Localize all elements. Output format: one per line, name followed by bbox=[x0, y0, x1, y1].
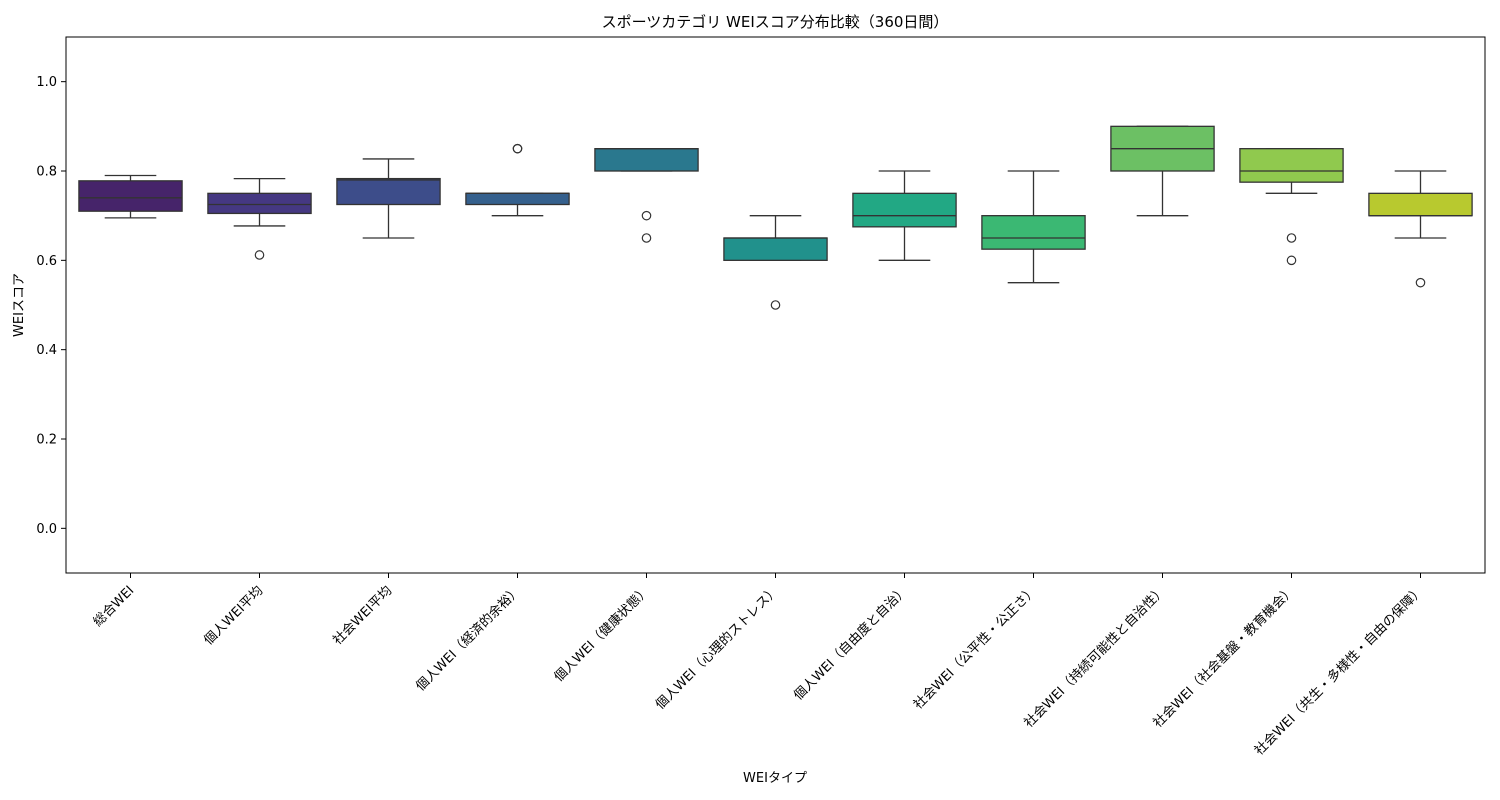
y-tick-label: 0.6 bbox=[36, 254, 57, 269]
box-group bbox=[852, 170, 957, 261]
x-tick-label: 社会WEI（持続可能性と自治性） bbox=[1021, 583, 1169, 731]
box bbox=[594, 148, 699, 172]
box-group bbox=[723, 215, 828, 310]
box-group bbox=[465, 143, 570, 217]
x-tick-label: 社会WEI平均 bbox=[330, 583, 396, 649]
box bbox=[78, 180, 183, 212]
x-tick-label: 個人WEI（自由度と自治） bbox=[790, 583, 911, 704]
y-axis-title: WEIスコア bbox=[12, 273, 27, 337]
box bbox=[1239, 148, 1344, 183]
box-group bbox=[336, 158, 441, 239]
box bbox=[336, 177, 441, 206]
x-tick-label: 個人WEI（心理的ストレス） bbox=[652, 583, 782, 713]
x-tick-label: 社会WEI（社会基盤・教育機会） bbox=[1150, 583, 1298, 731]
y-tick-label: 0.2 bbox=[36, 433, 57, 448]
outlier-point bbox=[1415, 277, 1426, 288]
outlier-point bbox=[1286, 233, 1297, 243]
y-tick-label: 1.0 bbox=[36, 75, 57, 90]
x-axis-title: WEIタイプ bbox=[743, 771, 807, 786]
box bbox=[465, 192, 570, 206]
y-tick-label: 0.4 bbox=[36, 343, 57, 358]
outlier-point bbox=[770, 300, 781, 310]
box bbox=[723, 237, 828, 261]
x-tick-label: 社会WEI（公平性・公正さ） bbox=[910, 583, 1040, 713]
x-axis: 総合WEI 個人WEI平均 社会WEI平均 個人WEI（経済的余裕） 個人WEI（健康状… bbox=[91, 573, 1427, 759]
outlier-point bbox=[641, 210, 652, 221]
outlier-point bbox=[641, 233, 652, 243]
box-group bbox=[981, 170, 1086, 284]
box-group bbox=[1110, 125, 1215, 217]
x-tick-label: 個人WEI（健康状態） bbox=[551, 583, 653, 685]
chart-title: スポーツカテゴリ WEIスコア分布比較（360日間） bbox=[602, 13, 949, 31]
plot-frame bbox=[65, 36, 1486, 574]
box bbox=[1368, 192, 1473, 217]
box bbox=[852, 192, 957, 228]
box-group bbox=[594, 148, 699, 243]
x-tick-label: 総合WEI bbox=[91, 583, 138, 630]
x-tick-label: 個人WEI（経済的余裕） bbox=[413, 583, 525, 695]
box-group bbox=[1239, 148, 1344, 266]
plot-area bbox=[78, 125, 1473, 310]
box bbox=[207, 192, 312, 215]
x-tick-label: 個人WEI平均 bbox=[201, 583, 266, 648]
box bbox=[981, 215, 1086, 250]
outlier-point bbox=[512, 143, 523, 154]
outlier-point bbox=[1286, 255, 1297, 266]
y-tick-label: 0.8 bbox=[36, 165, 57, 180]
y-tick-label: 0.0 bbox=[36, 522, 57, 537]
box-group bbox=[207, 177, 312, 260]
box-group bbox=[78, 174, 183, 219]
outlier-point bbox=[254, 250, 265, 260]
box-group bbox=[1368, 170, 1473, 288]
y-axis: 0.0 0.2 0.4 0.6 0.8 1.0 bbox=[36, 75, 66, 537]
